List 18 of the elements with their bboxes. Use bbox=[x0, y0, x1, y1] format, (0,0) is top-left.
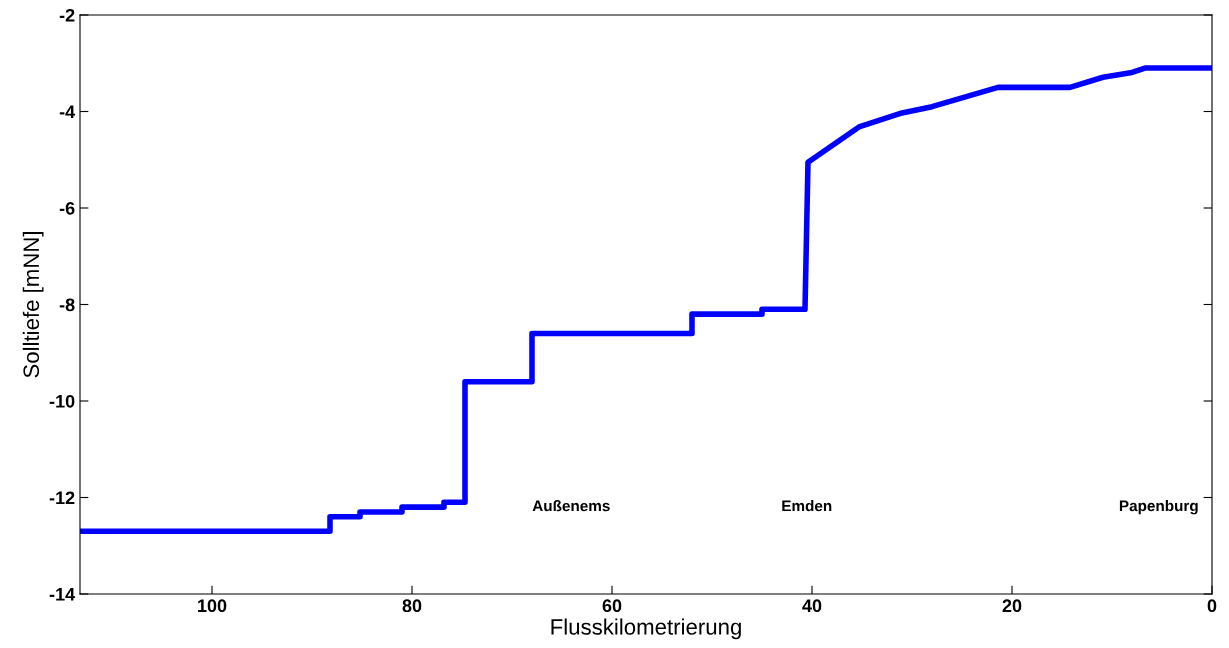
x-tick-label: 80 bbox=[402, 599, 422, 613]
x-tick-label: 40 bbox=[802, 599, 822, 613]
y-tick-label: -4 bbox=[59, 105, 76, 119]
x-axis-title: Flusskilometrierung bbox=[551, 618, 741, 640]
y-tick-label: -14 bbox=[49, 588, 76, 601]
y-tick-label: -6 bbox=[59, 201, 75, 215]
x-tick-label: 0 bbox=[1207, 599, 1217, 613]
annotation: Papenburg bbox=[1119, 500, 1198, 515]
y-tick-label: -12 bbox=[49, 491, 75, 505]
y-tick-label: -2 bbox=[59, 8, 75, 22]
x-tick-label: 60 bbox=[602, 599, 622, 613]
x-tick-label: 20 bbox=[1002, 599, 1022, 613]
y-tick-label: -10 bbox=[49, 394, 75, 408]
y-tick-label: -8 bbox=[59, 298, 75, 312]
annotation: Emden bbox=[782, 500, 832, 512]
annotation: Außenems bbox=[532, 500, 610, 512]
x-tick-label: 100 bbox=[198, 599, 227, 613]
y-axis-title: Solltiefe [mNN] bbox=[22, 231, 44, 378]
